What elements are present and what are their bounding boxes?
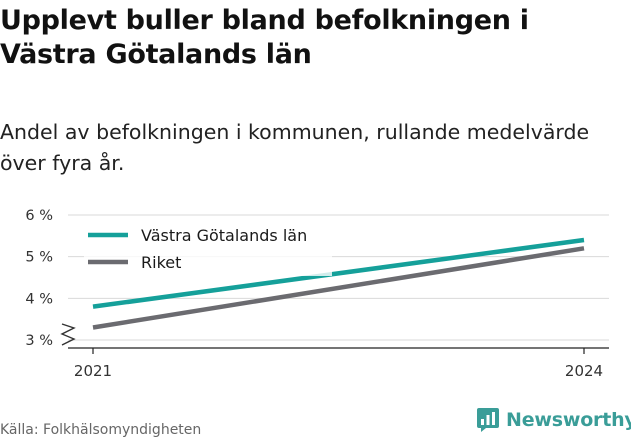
series-line bbox=[92, 237, 585, 309]
y-tick-label: 3 % bbox=[25, 333, 53, 349]
x-tick-label: 2021 bbox=[74, 362, 112, 380]
legend-background bbox=[84, 222, 332, 276]
y-tick-label: 4 % bbox=[25, 291, 53, 307]
y-tick-labels: 3 % 4 % 5 % 6 % bbox=[25, 208, 53, 349]
y-tick-label: 6 % bbox=[25, 208, 53, 224]
chart-subtitle: Andel av befolkningen i kommunen, rullan… bbox=[0, 120, 590, 175]
source-note: Källa: Folkhälsomyndigheten bbox=[0, 422, 202, 438]
brand-name: Newsworthy bbox=[506, 409, 631, 431]
line-chart: 3 % 4 % 5 % 6 % 2021 2024 Västra Götalands l… bbox=[25, 208, 609, 380]
series-line bbox=[92, 246, 585, 330]
x-ticks: 2021 2024 bbox=[74, 348, 603, 380]
legend-label: Riket bbox=[141, 253, 181, 272]
y-tick-label: 5 % bbox=[25, 250, 53, 266]
newsworthy-logo-icon bbox=[477, 408, 499, 432]
legend-label: Västra Götalands län bbox=[141, 226, 307, 245]
newsworthy-logo: Newsworthy bbox=[476, 407, 631, 433]
x-tick-label: 2024 bbox=[565, 362, 603, 380]
chart-title: Upplevt buller bland befolkningen i Väst… bbox=[0, 5, 529, 70]
series-lines bbox=[92, 237, 585, 330]
axis-break-icon bbox=[60, 323, 76, 346]
legend: Västra Götalands län Riket bbox=[84, 222, 332, 276]
